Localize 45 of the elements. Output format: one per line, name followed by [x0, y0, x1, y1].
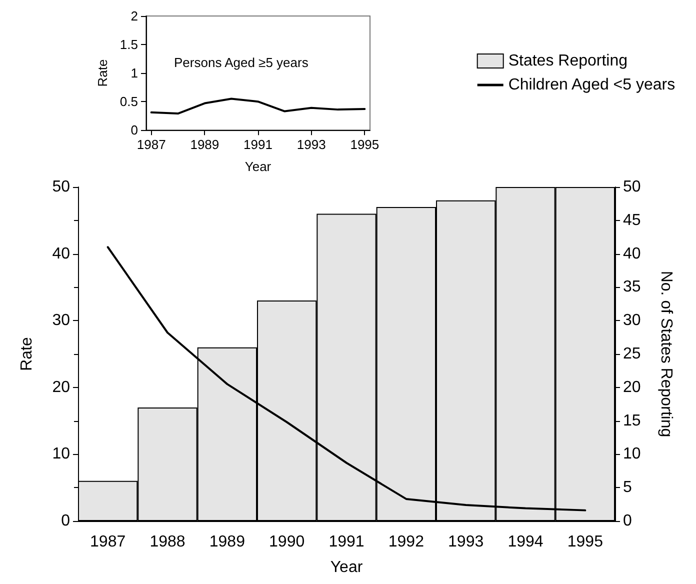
x-tick-label: 1988	[150, 533, 186, 550]
y-tick-label: 0.5	[120, 94, 138, 110]
y2-axis-title: No. of States Reporting	[658, 270, 675, 438]
x-axis-title: Year	[244, 159, 272, 174]
x-tick-label: 1993	[296, 137, 326, 152]
x-tick-label: 1995	[350, 137, 380, 152]
x-tick-label: 1991	[328, 533, 364, 550]
y-axis-title: Rate	[95, 59, 110, 87]
x-tick-label: 1989	[209, 533, 246, 550]
x-tick-label: 1994	[508, 533, 544, 550]
y-tick-label: 30	[52, 312, 70, 330]
y2-tick-label: 50	[623, 178, 641, 196]
y-tick-label: 2	[130, 8, 138, 24]
x-axis-title: Year	[330, 558, 364, 576]
line-series	[150, 98, 366, 115]
y2-tick-label: 35	[623, 278, 641, 296]
x-tick-label: 1990	[269, 533, 305, 550]
y-tick-label: 10	[52, 446, 70, 463]
y2-tick-label: 30	[623, 312, 641, 330]
y-tick-label: 50	[52, 178, 70, 196]
y2-tick-label: 45	[623, 212, 641, 229]
y-tick-label: 20	[52, 378, 70, 396]
x-tick-label: 1995	[567, 533, 604, 550]
annotation: Persons Aged ≥5 years	[174, 55, 309, 70]
y2-tick-label: 40	[623, 245, 641, 262]
y2-tick-label: 20	[623, 378, 641, 396]
y-tick-label: 0	[61, 512, 70, 530]
x-tick-label: 1987	[136, 137, 166, 152]
y-tick-label: 1	[130, 66, 138, 81]
y2-tick-label: 5	[623, 479, 632, 496]
y2-tick-label: 25	[623, 346, 641, 362]
x-tick-label: 1991	[244, 137, 272, 152]
y2-tick-label: 0	[623, 512, 632, 530]
y-axis-title: Rate	[18, 337, 36, 371]
x-tick-label: 1992	[388, 533, 424, 550]
legend-label: States Reporting	[508, 52, 628, 70]
y2-tick-label: 10	[623, 446, 641, 463]
y-tick-label: 40	[52, 245, 70, 262]
y-tick-label: 1.5	[120, 37, 138, 52]
x-tick-label: 1987	[90, 533, 126, 550]
x-tick-label: 1993	[448, 533, 484, 550]
legend-label: Children Aged <5 years	[508, 76, 676, 94]
y2-tick-label: 15	[623, 412, 641, 430]
x-tick-label: 1989	[190, 137, 220, 152]
y-tick-label: 0	[130, 122, 138, 138]
